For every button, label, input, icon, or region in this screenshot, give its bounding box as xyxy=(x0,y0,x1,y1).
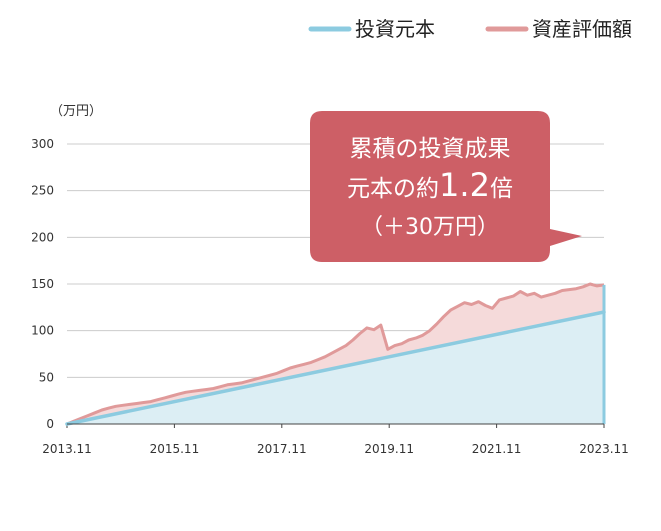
y-tick-label: 50 xyxy=(39,370,54,384)
x-tick-label: 2023.11 xyxy=(579,442,629,456)
y-tick-label: 200 xyxy=(31,230,54,244)
y-tick-label: 300 xyxy=(31,137,54,151)
callout-bubble xyxy=(310,111,582,262)
x-tick-label: 2015.11 xyxy=(150,442,200,456)
callout-line-2: 元本の約1.2倍 xyxy=(347,166,513,204)
y-tick-label: 100 xyxy=(31,324,54,338)
legend: 投資元本 資産評価額 xyxy=(308,17,632,41)
legend-label-valuation: 資産評価額 xyxy=(532,17,632,41)
annotation-callout: 累積の投資成果 元本の約1.2倍 （＋30万円） xyxy=(310,111,582,262)
legend-label-principal: 投資元本 xyxy=(355,17,435,41)
x-tick-label: 2017.11 xyxy=(257,442,307,456)
x-tick-label: 2021.11 xyxy=(472,442,522,456)
callout-line-2-prefix: 元本の約 xyxy=(347,176,439,202)
y-axis-unit-label: （万円） xyxy=(50,104,102,119)
principal-line xyxy=(65,310,606,426)
x-tick-label: 2019.11 xyxy=(364,442,414,456)
y-tick-label: 250 xyxy=(31,184,54,198)
x-axis-ticks: 2013.11 2015.11 2017.11 2019.11 2021.11 2023.… xyxy=(42,424,629,456)
callout-line-2-suffix: 倍 xyxy=(490,176,513,202)
callout-multiple-value: 1.2 xyxy=(439,166,490,204)
callout-line-3: （＋30万円） xyxy=(361,215,499,240)
y-axis-ticks: 0 50 100 150 200 250 300 xyxy=(31,137,54,431)
y-tick-label: 0 xyxy=(46,417,54,431)
y-tick-label: 150 xyxy=(31,277,54,291)
x-tick-label: 2013.11 xyxy=(42,442,92,456)
callout-line-1: 累積の投資成果 xyxy=(350,136,511,162)
valuation-line xyxy=(66,282,605,426)
